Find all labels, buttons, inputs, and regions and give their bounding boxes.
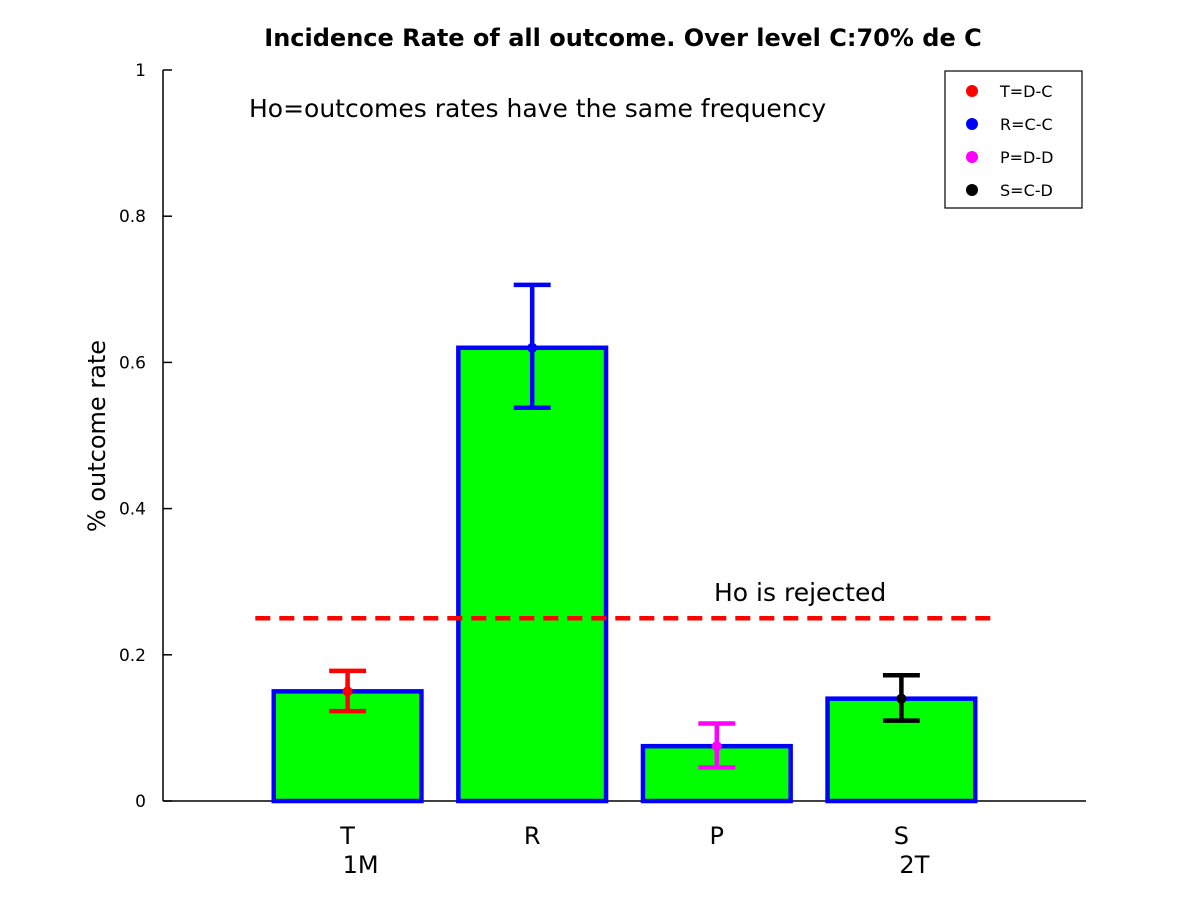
legend-entry: S=C-D [966, 181, 1053, 200]
annotation-hypothesis: Ho=outcomes rates have the same frequenc… [249, 94, 826, 123]
legend: T=D-C R=C-C P=D-D S=C-D [944, 70, 1083, 209]
legend-marker [966, 118, 978, 130]
legend-marker [966, 151, 978, 163]
error-bar-point [896, 693, 907, 704]
chart-title: Incidence Rate of all outcome. Over leve… [264, 24, 981, 52]
error-bar-T [329, 668, 367, 714]
x-tick-labels: T1M R P S2T [339, 822, 929, 879]
legend-label: T=D-C [999, 82, 1052, 101]
x-sublabel-T: 1M [343, 851, 379, 879]
error-bars [329, 282, 920, 770]
x-tick-label-S: S [894, 822, 909, 850]
y-tick-label: 0.8 [119, 207, 146, 227]
bar-R [456, 345, 609, 804]
legend-marker [966, 184, 978, 196]
x-tick-label-R: R [524, 822, 541, 850]
legend-entry: R=C-C [966, 115, 1053, 134]
x-tick-label-T: T [339, 822, 355, 850]
legend-label: P=D-D [1000, 148, 1053, 167]
annotation-rejected: Ho is rejected [714, 578, 886, 607]
legend-entry: P=D-D [966, 148, 1053, 167]
y-tick-label: 0.4 [119, 500, 146, 520]
legend-entry: T=D-C [966, 82, 1052, 101]
legend-label: R=C-C [1000, 115, 1053, 134]
error-bar-point [711, 741, 722, 752]
y-tick-label: 0.2 [119, 646, 146, 666]
x-tick-label-P: P [710, 822, 724, 850]
error-bar-point [527, 342, 538, 353]
error-bar-point [342, 686, 353, 697]
x-sublabel-S: 2T [899, 851, 929, 879]
y-tick-label: 1 [135, 61, 146, 81]
legend-marker [966, 85, 978, 97]
y-tick-label: 0.6 [119, 353, 146, 373]
y-axis-label: % outcome rate [83, 340, 111, 532]
error-bar-P [698, 721, 736, 770]
legend-label: S=C-D [1000, 181, 1053, 200]
error-bar-R [513, 282, 551, 410]
bars [271, 345, 978, 804]
error-bar-S [882, 673, 920, 723]
y-tick-label: 0 [135, 792, 146, 812]
